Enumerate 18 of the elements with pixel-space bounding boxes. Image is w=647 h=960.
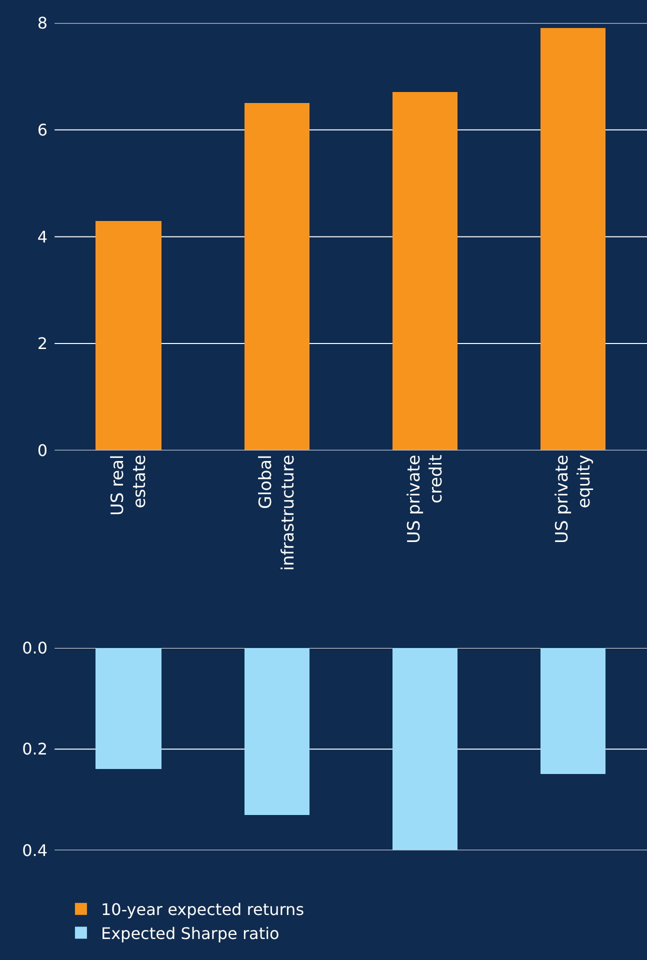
x-tick-label: Global infrastructure: [256, 454, 298, 571]
bar: [540, 648, 606, 774]
y-tick-label: 8: [37, 14, 48, 33]
y-tick-label: 6: [37, 120, 48, 140]
y-tick-label: 0.2: [22, 740, 48, 759]
bar: [392, 648, 458, 850]
y-tick-label: 0.0: [22, 638, 48, 658]
legend-label: 10-year expected returns: [100, 900, 304, 920]
bar: [244, 648, 310, 815]
y-tick-label: 4: [37, 227, 48, 246]
x-tick-label: US private credit: [404, 454, 446, 544]
y-tick-label: 0: [37, 440, 48, 460]
x-tick-label: US real estate: [108, 454, 150, 516]
bar: [96, 648, 162, 769]
y-tick-label: 0.4: [22, 840, 48, 860]
legend-label: Expected Sharpe ratio: [100, 924, 280, 943]
y-tick-label: 2: [37, 334, 48, 354]
x-tick-label: US private equity: [552, 454, 595, 544]
